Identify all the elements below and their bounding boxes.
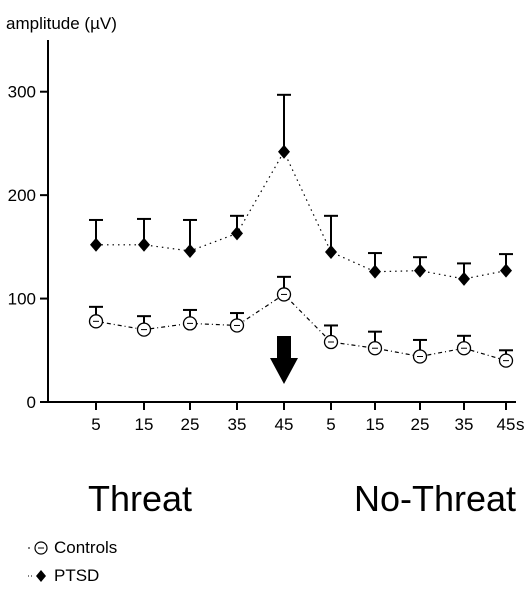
data-point-ptsd [278, 144, 290, 159]
data-point-ptsd [325, 245, 337, 260]
data-point-ptsd [500, 263, 512, 278]
data-point-ptsd [414, 263, 426, 278]
x-tick-label: 15 [135, 415, 154, 434]
x-tick-label: 25 [411, 415, 430, 434]
x-tick-label: 25 [181, 415, 200, 434]
legend-marker-controls [28, 541, 48, 555]
down-arrow-icon [270, 336, 298, 384]
legend-marker-ptsd [28, 570, 46, 582]
y-tick-label: 0 [27, 393, 36, 412]
y-tick-label: 200 [8, 186, 36, 205]
data-point-ptsd [458, 271, 470, 286]
y-tick-label: 100 [8, 290, 36, 309]
data-point-ptsd [138, 237, 150, 252]
legend-label-controls: Controls [54, 538, 118, 557]
group-label-threat: Threat [88, 478, 193, 519]
legend-item-ptsd: PTSD [28, 566, 99, 586]
series-line-controls [95, 293, 507, 362]
x-tick-label: 35 [455, 415, 474, 434]
x-tick-label: 5 [326, 415, 335, 434]
legend-label-ptsd: PTSD [54, 566, 100, 585]
data-point-ptsd [369, 264, 381, 279]
group-label-no-threat: No-Threat [354, 478, 517, 519]
x-tick-label: 5 [91, 415, 100, 434]
x-tick-label: 35 [228, 415, 247, 434]
y-tick-label: 300 [8, 83, 36, 102]
x-tick-label: 45 [497, 415, 516, 434]
data-point-ptsd [231, 226, 243, 241]
data-point-ptsd [90, 237, 102, 252]
legend-item-controls: Controls [28, 538, 117, 558]
data-point-ptsd [184, 243, 196, 258]
series-line-ptsd [96, 150, 507, 280]
x-tick-label: 15 [366, 415, 385, 434]
y-axis-label: amplitude (µV) [6, 14, 117, 33]
x-unit-label: s [516, 415, 525, 434]
x-tick-label: 45 [275, 415, 294, 434]
